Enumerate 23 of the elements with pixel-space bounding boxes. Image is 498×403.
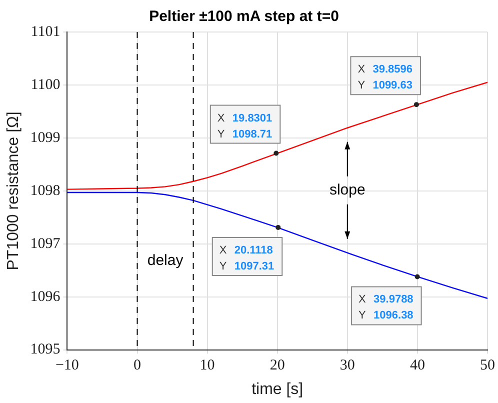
annotation: delay [147, 252, 184, 269]
y-tick-label: 1096 [30, 288, 61, 305]
annotation: X 19.8301 Y 1098.71 [217, 112, 272, 140]
annotation: X 39.9788 Y 1096.38 [358, 294, 414, 322]
y-tick-label: 1095 [30, 342, 60, 358]
x-tick-label: 20 [270, 358, 285, 374]
x-tick-label: 30 [340, 358, 355, 374]
x-axis-title: time [s] [252, 380, 304, 398]
y-axis-title: PT1000 resistance [Ω] [5, 112, 22, 270]
x-tick-label: 50 [480, 358, 495, 374]
x-tick-label: 0 [134, 358, 141, 374]
annotation: X 39.8596 Y 1099.63 [358, 64, 412, 92]
annotation: X 20.1118 Y 1097.31 [219, 244, 274, 272]
y-tick-label: 1099 [30, 130, 60, 146]
x-tick-label: 40 [410, 358, 425, 374]
y-tick-label: 1098 [30, 182, 60, 199]
y-tick-label: 1097 [30, 236, 61, 252]
y-tick-label: 1100 [30, 76, 60, 93]
x-tick-label: 10 [200, 358, 215, 374]
y-tick-label: 1101 [30, 24, 60, 40]
annotation: slope [329, 182, 366, 199]
chart-title: Peltier ±100 mA step at t=0 [149, 8, 339, 26]
x-tick-label: −10 [55, 358, 79, 374]
